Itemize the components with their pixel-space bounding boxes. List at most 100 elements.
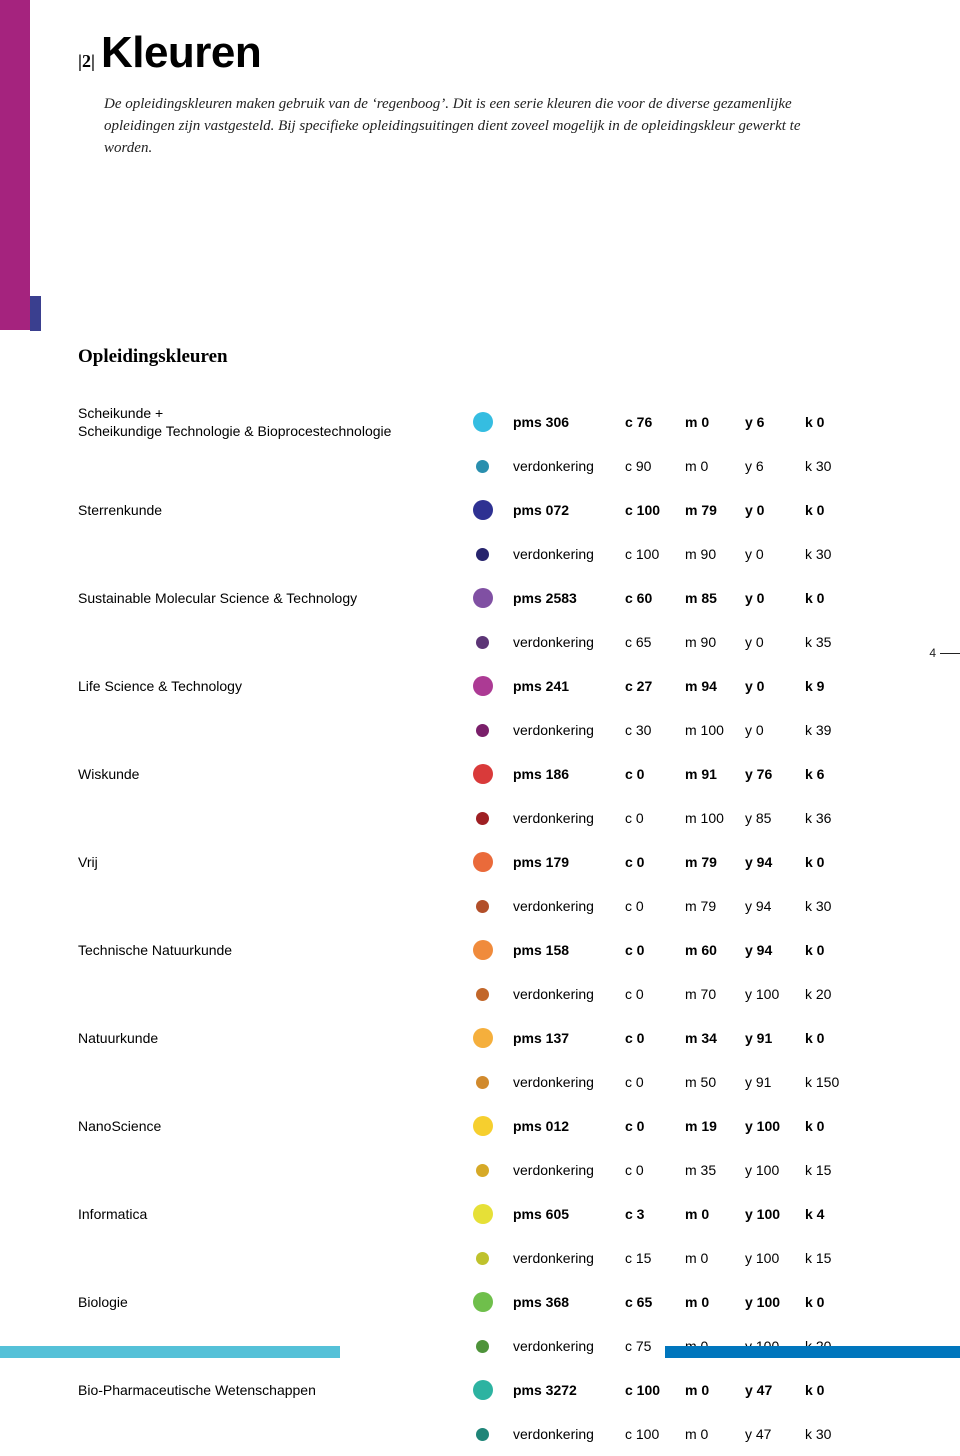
c-value: c 0	[625, 1030, 685, 1046]
k-value: k 39	[805, 722, 865, 738]
k-value: k 4	[805, 1206, 865, 1222]
sidebar-accent-blue	[30, 296, 41, 331]
pms-value: pms 2583	[513, 590, 625, 606]
color-swatch-icon	[473, 940, 493, 960]
k-value: k 150	[805, 1074, 865, 1090]
m-value: m 35	[685, 1162, 745, 1178]
y-value: y 0	[745, 634, 805, 650]
color-swatch-icon	[473, 1116, 493, 1136]
k-value: k 0	[805, 502, 865, 518]
m-value: m 19	[685, 1118, 745, 1134]
m-value: m 0	[685, 1206, 745, 1222]
y-value: y 0	[745, 502, 805, 518]
row-label: Biologie	[78, 1293, 473, 1311]
c-value: c 0	[625, 1162, 685, 1178]
m-value: m 94	[685, 678, 745, 694]
c-value: c 30	[625, 722, 685, 738]
row-label: Vrij	[78, 853, 473, 871]
c-value: c 100	[625, 1426, 685, 1442]
swatch-cell	[473, 1252, 513, 1265]
swatch-cell	[473, 548, 513, 561]
pms-value: verdonkering	[513, 458, 625, 474]
table-row: verdonkeringc 30m 100y 0k 39	[78, 708, 878, 752]
pms-value: pms 012	[513, 1118, 625, 1134]
page-number: 4	[929, 646, 936, 660]
swatch-cell	[473, 1340, 513, 1353]
pms-value: verdonkering	[513, 1338, 625, 1354]
color-swatch-icon	[476, 812, 489, 825]
c-value: c 0	[625, 810, 685, 826]
pms-value: pms 605	[513, 1206, 625, 1222]
k-value: k 0	[805, 590, 865, 606]
swatch-cell	[473, 1428, 513, 1441]
swatch-cell	[473, 852, 513, 872]
k-value: k 36	[805, 810, 865, 826]
table-row: verdonkeringc 100m 0y 47k 30	[78, 1412, 878, 1456]
swatch-cell	[473, 412, 513, 432]
c-value: c 65	[625, 1294, 685, 1310]
row-label: Life Science & Technology	[78, 677, 473, 695]
y-value: y 0	[745, 678, 805, 694]
color-swatch-icon	[476, 1076, 489, 1089]
chapter-number: |2|	[78, 51, 95, 72]
table-row: Biologiepms 368c 65m 0y 100k 0	[78, 1280, 878, 1324]
m-value: m 91	[685, 766, 745, 782]
table-row: verdonkeringc 0m 70y 100k 20	[78, 972, 878, 1016]
k-value: k 0	[805, 414, 865, 430]
k-value: k 6	[805, 766, 865, 782]
y-value: y 94	[745, 942, 805, 958]
y-value: y 94	[745, 854, 805, 870]
m-value: m 0	[685, 1426, 745, 1442]
sidebar-accent-magenta	[0, 0, 30, 330]
k-value: k 15	[805, 1162, 865, 1178]
k-value: k 30	[805, 546, 865, 562]
color-swatch-icon	[473, 500, 493, 520]
table-row: Wiskunde pms 186c 0m 91y 76k 6	[78, 752, 878, 796]
y-value: y 94	[745, 898, 805, 914]
m-value: m 0	[685, 1382, 745, 1398]
color-swatch-icon	[476, 636, 489, 649]
intro-paragraph: De opleidingskleuren maken gebruik van d…	[104, 94, 844, 159]
color-swatch-icon	[476, 1428, 489, 1441]
k-value: k 0	[805, 854, 865, 870]
color-swatch-icon	[473, 1028, 493, 1048]
m-value: m 79	[685, 502, 745, 518]
pms-value: pms 186	[513, 766, 625, 782]
row-label: Wiskunde	[78, 765, 473, 783]
table-row: Informaticapms 605c 3m 0y 100k 4	[78, 1192, 878, 1236]
table-row: NanoSciencepms 012c 0m 19y 100k 0	[78, 1104, 878, 1148]
c-value: c 0	[625, 1074, 685, 1090]
table-row: verdonkeringc 0m 50y 91k 150	[78, 1060, 878, 1104]
table-row: Sustainable Molecular Science & Technolo…	[78, 576, 878, 620]
m-value: m 0	[685, 458, 745, 474]
c-value: c 100	[625, 1382, 685, 1398]
table-row: verdonkeringc 100m 90y 0k 30	[78, 532, 878, 576]
c-value: c 0	[625, 898, 685, 914]
row-label: Technische Natuurkunde	[78, 941, 473, 959]
y-value: y 47	[745, 1382, 805, 1398]
swatch-cell	[473, 1116, 513, 1136]
swatch-cell	[473, 1204, 513, 1224]
pms-value: verdonkering	[513, 986, 625, 1002]
c-value: c 60	[625, 590, 685, 606]
c-value: c 0	[625, 766, 685, 782]
c-value: c 100	[625, 502, 685, 518]
y-value: y 100	[745, 1206, 805, 1222]
color-swatch-icon	[476, 548, 489, 561]
k-value: k 30	[805, 1426, 865, 1442]
m-value: m 100	[685, 810, 745, 826]
page-heading: |2| Kleuren	[78, 28, 261, 78]
swatch-cell	[473, 764, 513, 784]
y-value: y 100	[745, 1162, 805, 1178]
pms-value: pms 241	[513, 678, 625, 694]
color-swatch-icon	[476, 1252, 489, 1265]
y-value: y 100	[745, 1294, 805, 1310]
row-label: Informatica	[78, 1205, 473, 1223]
row-label: NanoScience	[78, 1117, 473, 1135]
c-value: c 27	[625, 678, 685, 694]
y-value: y 76	[745, 766, 805, 782]
k-value: k 0	[805, 1382, 865, 1398]
pms-value: verdonkering	[513, 1250, 625, 1266]
swatch-cell	[473, 1380, 513, 1400]
table-row: verdonkeringc 0m 35y 100k 15	[78, 1148, 878, 1192]
